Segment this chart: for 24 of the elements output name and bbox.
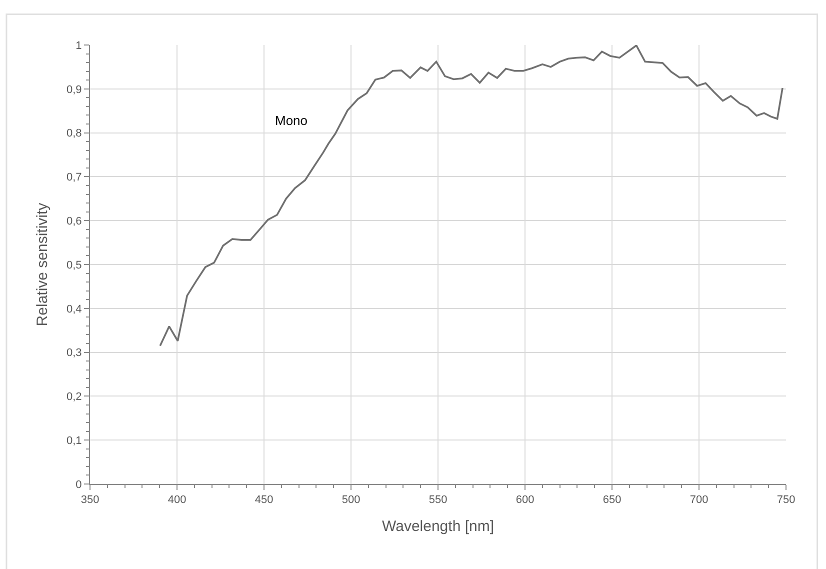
y-tick-label: 0 (76, 478, 82, 491)
y-tick-label: 0,6 (66, 215, 82, 228)
x-tick-label: 700 (690, 494, 708, 506)
x-tick-label: 350 (80, 494, 100, 506)
x-tick-label: 650 (602, 494, 622, 506)
y-tick-label: 1 (76, 40, 82, 52)
y-tick-label: 0,4 (66, 303, 82, 316)
x-tick-label: 600 (516, 494, 534, 506)
x-tick-label: 450 (254, 494, 274, 506)
x-tick-label: 400 (168, 494, 186, 506)
y-axis-title: Relative sensitivity (34, 202, 51, 326)
x-tick-label: 500 (342, 494, 360, 506)
y-tick-label: 0,3 (66, 347, 82, 360)
y-tick-label: 0,1 (66, 434, 82, 447)
y-tick-label: 0,8 (66, 128, 82, 140)
line-series (159, 45, 784, 347)
y-tick-label: 0,7 (66, 172, 82, 184)
x-tick-label: 750 (776, 494, 796, 506)
y-tick-label: 0,5 (66, 259, 82, 272)
x-tick-label: 550 (428, 494, 448, 506)
x-axis-title: Wavelength [nm] (382, 518, 494, 536)
text: Mono (275, 113, 308, 128)
y-tick-label: 0,2 (66, 391, 82, 404)
y-tick-label: 0,9 (66, 84, 82, 96)
